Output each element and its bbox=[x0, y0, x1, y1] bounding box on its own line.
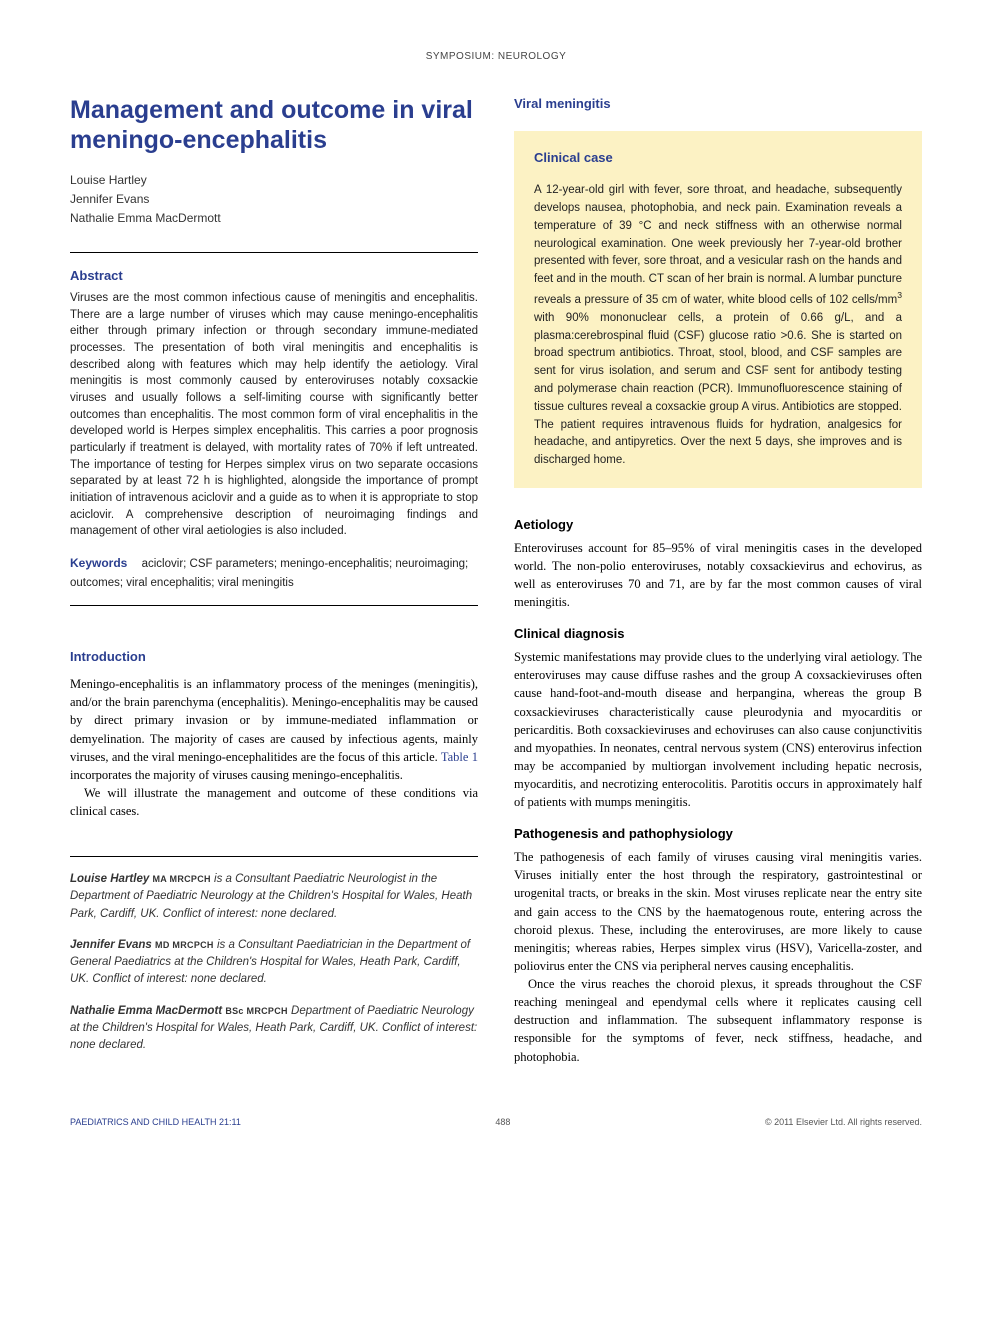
bio-hartley: Louise Hartley MA MRCPCH is a Consultant… bbox=[70, 871, 478, 923]
author: Louise Hartley bbox=[70, 171, 478, 190]
intro-paragraph-2: We will illustrate the management and ou… bbox=[70, 784, 478, 820]
introduction-section: Introduction Meningo-encephalitis is an … bbox=[70, 648, 478, 820]
keywords-section: Keywords aciclovir; CSF parameters; meni… bbox=[70, 554, 478, 591]
author-bios: Louise Hartley MA MRCPCH is a Consultant… bbox=[70, 871, 478, 1054]
superscript-3: 3 bbox=[897, 290, 902, 300]
divider bbox=[70, 252, 478, 253]
clinical-heading: Clinical diagnosis bbox=[514, 625, 922, 644]
divider bbox=[70, 856, 478, 857]
abstract-body: Viruses are the most common infectious c… bbox=[70, 290, 478, 540]
keywords-label: Keywords bbox=[70, 556, 127, 570]
case-body: A 12-year-old girl with fever, sore thro… bbox=[534, 182, 902, 470]
clinical-case-box: Clinical case A 12-year-old girl with fe… bbox=[514, 131, 922, 488]
abstract-heading: Abstract bbox=[70, 267, 478, 286]
aetiology-section: Aetiology Enteroviruses account for 85–9… bbox=[514, 516, 922, 611]
case-title: Clinical case bbox=[534, 149, 902, 168]
author-list: Louise Hartley Jennifer Evans Nathalie E… bbox=[70, 171, 478, 229]
aetiology-heading: Aetiology bbox=[514, 516, 922, 535]
bio-macdermott: Nathalie Emma MacDermott BSc MRCPCH Depa… bbox=[70, 1003, 478, 1055]
intro-p1-pre: Meningo-encephalitis is an inflammatory … bbox=[70, 677, 478, 764]
page-footer: PAEDIATRICS AND CHILD HEALTH 21:11 488 ©… bbox=[70, 1116, 922, 1129]
bio-name: Jennifer Evans bbox=[70, 939, 152, 951]
bio-credentials: MD MRCPCH bbox=[155, 940, 214, 950]
clinical-body: Systemic manifestations may provide clue… bbox=[514, 648, 922, 811]
case-body-post: with 90% mononuclear cells, a protein of… bbox=[534, 312, 902, 467]
bio-evans: Jennifer Evans MD MRCPCH is a Consultant… bbox=[70, 937, 478, 989]
footer-page-number: 488 bbox=[495, 1116, 510, 1129]
viral-meningitis-heading: Viral meningitis bbox=[514, 95, 922, 114]
author: Jennifer Evans bbox=[70, 190, 478, 209]
introduction-heading: Introduction bbox=[70, 648, 478, 667]
footer-copyright: © 2011 Elsevier Ltd. All rights reserved… bbox=[765, 1116, 922, 1129]
two-column-layout: Management and outcome in viral meningo-… bbox=[70, 95, 922, 1080]
right-column: Viral meningitis Clinical case A 12-year… bbox=[514, 95, 922, 1080]
intro-paragraph-1: Meningo-encephalitis is an inflammatory … bbox=[70, 675, 478, 784]
intro-p1-post: incorporates the majority of viruses cau… bbox=[70, 768, 403, 782]
bio-name: Louise Hartley bbox=[70, 873, 149, 885]
footer-journal: PAEDIATRICS AND CHILD HEALTH 21:11 bbox=[70, 1116, 241, 1129]
patho-p2: Once the virus reaches the choroid plexu… bbox=[514, 975, 922, 1066]
keywords-body: aciclovir; CSF parameters; meningo-encep… bbox=[70, 558, 468, 589]
author: Nathalie Emma MacDermott bbox=[70, 209, 478, 228]
aetiology-body: Enteroviruses account for 85–95% of vira… bbox=[514, 539, 922, 612]
case-body-pre: A 12-year-old girl with fever, sore thro… bbox=[534, 184, 902, 306]
pathogenesis-section: Pathogenesis and pathophysiology The pat… bbox=[514, 825, 922, 1065]
clinical-diagnosis-section: Clinical diagnosis Systemic manifestatio… bbox=[514, 625, 922, 811]
left-column: Management and outcome in viral meningo-… bbox=[70, 95, 478, 1080]
patho-heading: Pathogenesis and pathophysiology bbox=[514, 825, 922, 844]
divider bbox=[70, 605, 478, 606]
table-1-link[interactable]: Table 1 bbox=[441, 750, 478, 764]
bio-credentials: MA MRCPCH bbox=[152, 874, 210, 884]
patho-p1: The pathogenesis of each family of virus… bbox=[514, 848, 922, 975]
abstract-section: Abstract Viruses are the most common inf… bbox=[70, 267, 478, 540]
article-title: Management and outcome in viral meningo-… bbox=[70, 95, 478, 155]
bio-credentials: BSc MRCPCH bbox=[225, 1006, 288, 1016]
bio-name: Nathalie Emma MacDermott bbox=[70, 1005, 222, 1017]
running-header: SYMPOSIUM: NEUROLOGY bbox=[70, 50, 922, 65]
